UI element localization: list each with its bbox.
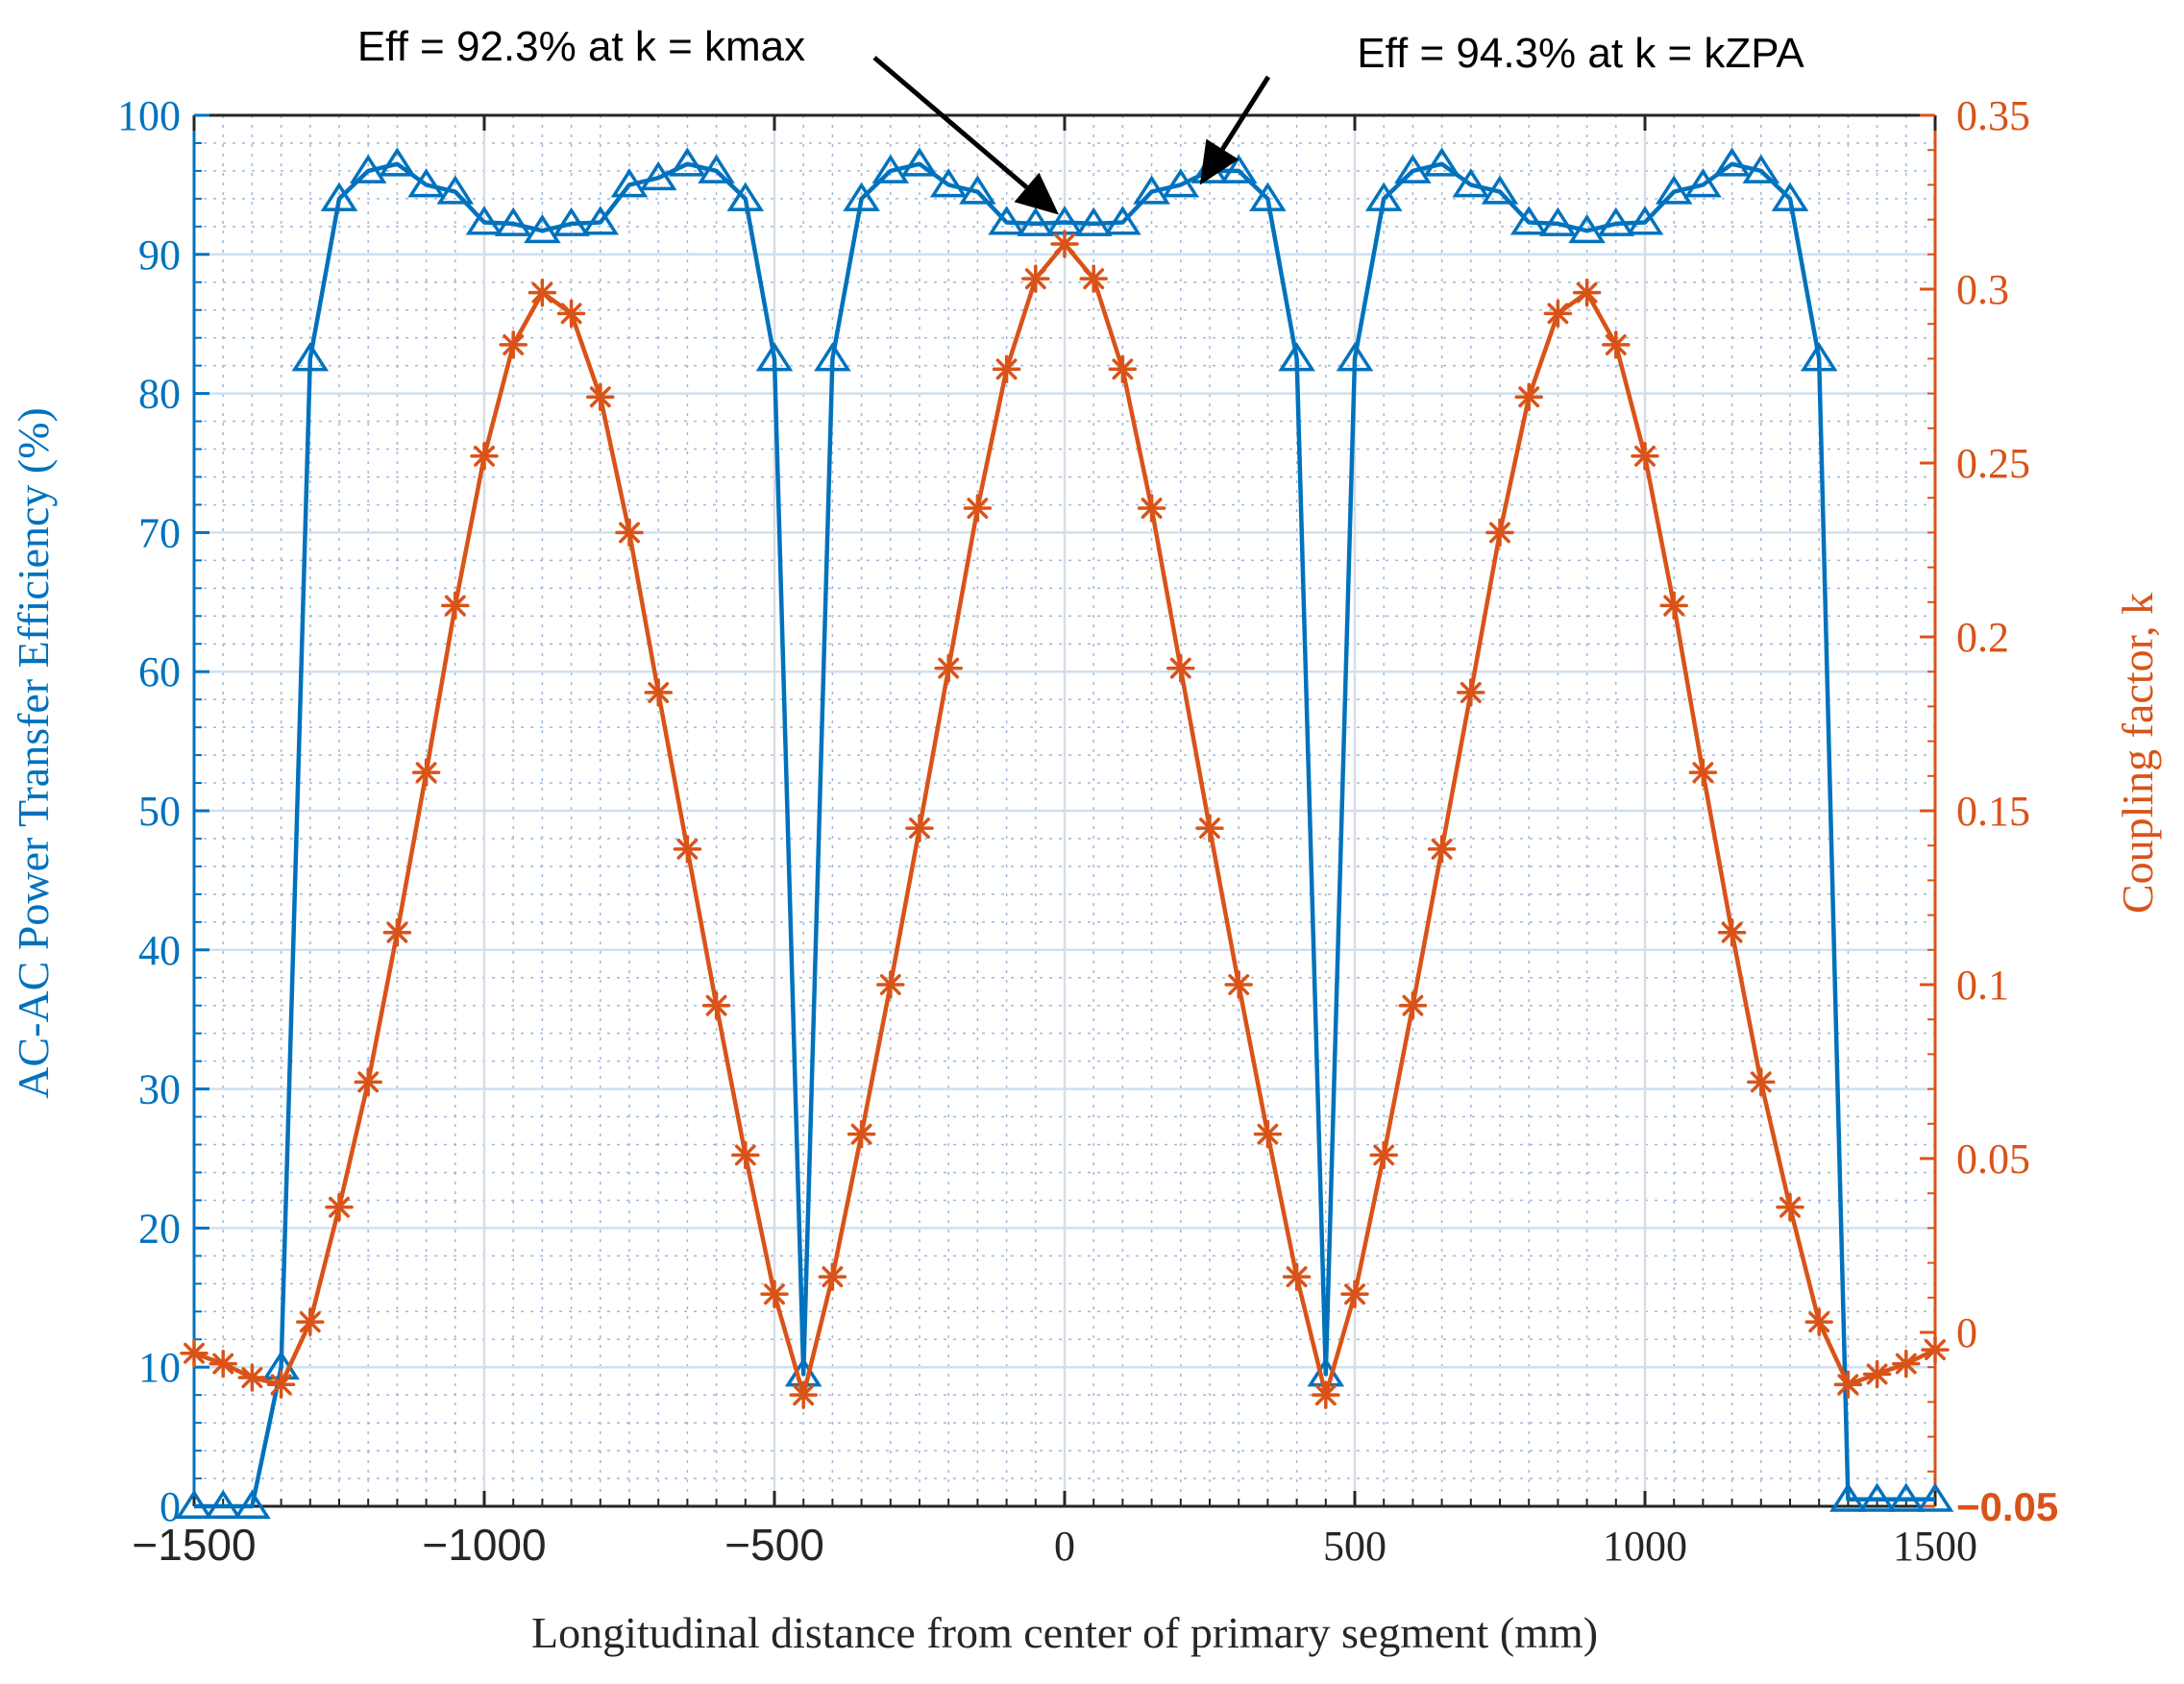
coupling-factor-point: [384, 920, 409, 945]
coupling-factor-point: [269, 1372, 294, 1397]
y-right-tick-label: −0.05: [1956, 1484, 2058, 1529]
coupling-factor-point: [1342, 1281, 1367, 1306]
annotation-kzpa-label: Eff = 94.3% at k = kZPA: [1357, 30, 1804, 77]
y-left-tick-label: 70: [138, 509, 181, 556]
coupling-factor-point: [1604, 332, 1629, 357]
coupling-factor-point: [1835, 1372, 1860, 1397]
x-axis-label: Longitudinal distance from center of pri…: [531, 1608, 1598, 1657]
y-axis-right-label: Coupling factor, k: [2113, 593, 2162, 914]
y-axis-left-label: AC-AC Power Transfer Efficiency (%): [9, 407, 58, 1099]
y-right-tick-label: 0.1: [1956, 962, 2009, 1009]
y-left-tick-label: 80: [138, 371, 181, 418]
coupling-factor-point: [907, 816, 932, 841]
coupling-factor-point: [356, 1069, 380, 1094]
coupling-factor-point: [1690, 760, 1715, 785]
dual-axis-line-chart: −1500 −1000 −500 0 500 1000 150001020304050607…: [0, 0, 2184, 1684]
y-left-tick-label: 100: [117, 92, 181, 139]
coupling-factor-point: [1110, 356, 1135, 381]
coupling-factor-point: [1285, 1264, 1310, 1289]
coupling-factor-point: [559, 301, 584, 326]
coupling-factor-point: [1255, 1122, 1280, 1147]
coupling-factor-point: [1313, 1382, 1338, 1407]
coupling-factor-point: [239, 1365, 264, 1390]
y-left-tick-label: 50: [138, 788, 181, 835]
coupling-factor-point: [1516, 384, 1541, 409]
x-tick-label: −1500: [132, 1520, 256, 1570]
y-right-tick-label: 0.05: [1956, 1135, 2030, 1183]
coupling-factor-point: [1720, 920, 1745, 945]
coupling-factor-point: [617, 520, 642, 545]
coupling-factor-point: [1226, 972, 1251, 997]
coupling-factor-point: [733, 1142, 758, 1167]
coupling-factor-point: [1023, 266, 1048, 291]
annotation-kmax-label: Eff = 92.3% at k = kmax: [357, 23, 805, 70]
coupling-factor-point: [1371, 1142, 1396, 1167]
coupling-factor-point: [1806, 1309, 1831, 1334]
coupling-factor-point: [965, 496, 990, 521]
coupling-factor-point: [646, 680, 671, 705]
coupling-factor-point: [1168, 656, 1193, 681]
coupling-factor-point: [675, 837, 699, 862]
x-tick-label: −500: [724, 1520, 824, 1570]
y-left-tick-label: 60: [138, 648, 181, 696]
coupling-factor-point: [936, 656, 961, 681]
y-right-tick-label: 0: [1956, 1309, 1977, 1356]
coupling-factor-point: [1430, 837, 1455, 862]
coupling-factor-point: [1197, 816, 1222, 841]
coupling-factor-point: [182, 1341, 207, 1366]
coupling-factor-point: [298, 1309, 323, 1334]
coupling-factor-point: [849, 1122, 874, 1147]
coupling-factor-point: [1661, 593, 1686, 618]
coupling-factor-point: [704, 993, 729, 1018]
y-left-tick-label: 30: [138, 1066, 181, 1113]
coupling-factor-point: [1081, 266, 1106, 291]
y-left-tick-label: 20: [138, 1205, 181, 1252]
coupling-factor-point: [878, 972, 903, 997]
coupling-factor-point: [1749, 1069, 1774, 1094]
coupling-factor-point: [1778, 1195, 1803, 1220]
x-tick-label: 1000: [1603, 1523, 1687, 1570]
coupling-factor-point: [762, 1281, 787, 1306]
y-left-tick-label: 10: [138, 1344, 181, 1391]
coupling-factor-point: [1865, 1361, 1890, 1386]
y-right-tick-label: 0.25: [1956, 440, 2030, 487]
coupling-factor-point: [529, 281, 554, 305]
coupling-factor-point: [1459, 680, 1484, 705]
y-right-tick-label: 0.3: [1956, 266, 2009, 313]
coupling-factor-point: [1632, 444, 1657, 469]
y-right-tick-label: 0.2: [1956, 614, 2009, 661]
x-tick-label: −1000: [422, 1520, 546, 1570]
coupling-factor-point: [1052, 232, 1077, 256]
coupling-factor-point: [414, 760, 439, 785]
coupling-factor-point: [791, 1382, 816, 1407]
y-left-tick-label: 40: [138, 927, 181, 974]
x-tick-label: 1500: [1893, 1523, 1977, 1570]
coupling-factor-point: [327, 1195, 352, 1220]
coupling-factor-point: [820, 1264, 845, 1289]
coupling-factor-point: [1487, 520, 1512, 545]
y-right-tick-label: 0.35: [1956, 92, 2030, 139]
coupling-factor-point: [994, 356, 1019, 381]
coupling-factor-point: [1923, 1337, 1948, 1362]
y-left-tick-label: 90: [138, 232, 181, 279]
y-right-tick-label: 0.15: [1956, 788, 2030, 835]
y-left-tick-label: 0: [160, 1483, 181, 1530]
coupling-factor-point: [1400, 993, 1425, 1018]
coupling-factor-point: [472, 444, 497, 469]
coupling-factor-point: [588, 384, 613, 409]
coupling-factor-point: [1575, 281, 1600, 305]
coupling-factor-point: [210, 1352, 235, 1377]
x-tick-label: 500: [1323, 1523, 1386, 1570]
coupling-factor-point: [501, 332, 526, 357]
coupling-factor-point: [1140, 496, 1165, 521]
x-tick-label: 0: [1054, 1523, 1075, 1570]
coupling-factor-point: [443, 593, 468, 618]
coupling-factor-point: [1894, 1352, 1919, 1377]
coupling-factor-point: [1545, 301, 1570, 326]
